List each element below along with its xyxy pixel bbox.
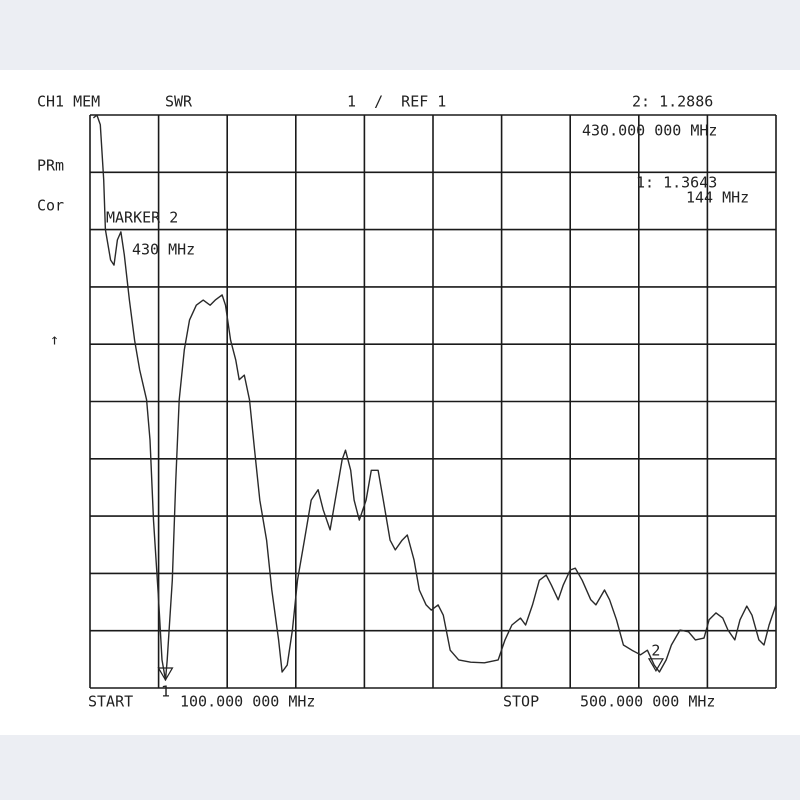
marker: [157, 667, 174, 682]
screen-text: 2: 1.2886: [632, 93, 713, 111]
marker-label: 1: [161, 682, 170, 700]
screen-text: 100.000 000 MHz: [180, 693, 315, 711]
trace: [92, 114, 777, 681]
screen-text: START: [88, 693, 133, 711]
screen-text: PRm: [37, 157, 64, 175]
screen-text: SWR: [165, 93, 193, 111]
plot: [92, 114, 777, 682]
paper: [0, 70, 800, 735]
screen-text: 1: 1.3643: [636, 174, 717, 192]
labels: 1 2 CH1 MEM SWR 1 / REF 1 2: 1.2886 430.000 00…: [37, 93, 749, 711]
marker-label: 2: [651, 641, 660, 659]
screen-text: 430 MHz: [132, 241, 195, 259]
screen-text: 144 MHz: [686, 189, 749, 207]
screen-text: 1 / REF 1: [347, 93, 446, 111]
screen-text: CH1 MEM: [37, 93, 100, 111]
screen-text: MARKER 2: [106, 209, 178, 227]
marker: [647, 658, 664, 673]
screen-text: ↑: [50, 331, 59, 349]
grid: [89, 114, 777, 689]
screen-text: 500.000 000 MHz: [580, 693, 715, 711]
screen-text: STOP: [503, 693, 539, 711]
screen-text: Cor: [37, 197, 64, 215]
screen-text: 430.000 000 MHz: [582, 122, 717, 140]
